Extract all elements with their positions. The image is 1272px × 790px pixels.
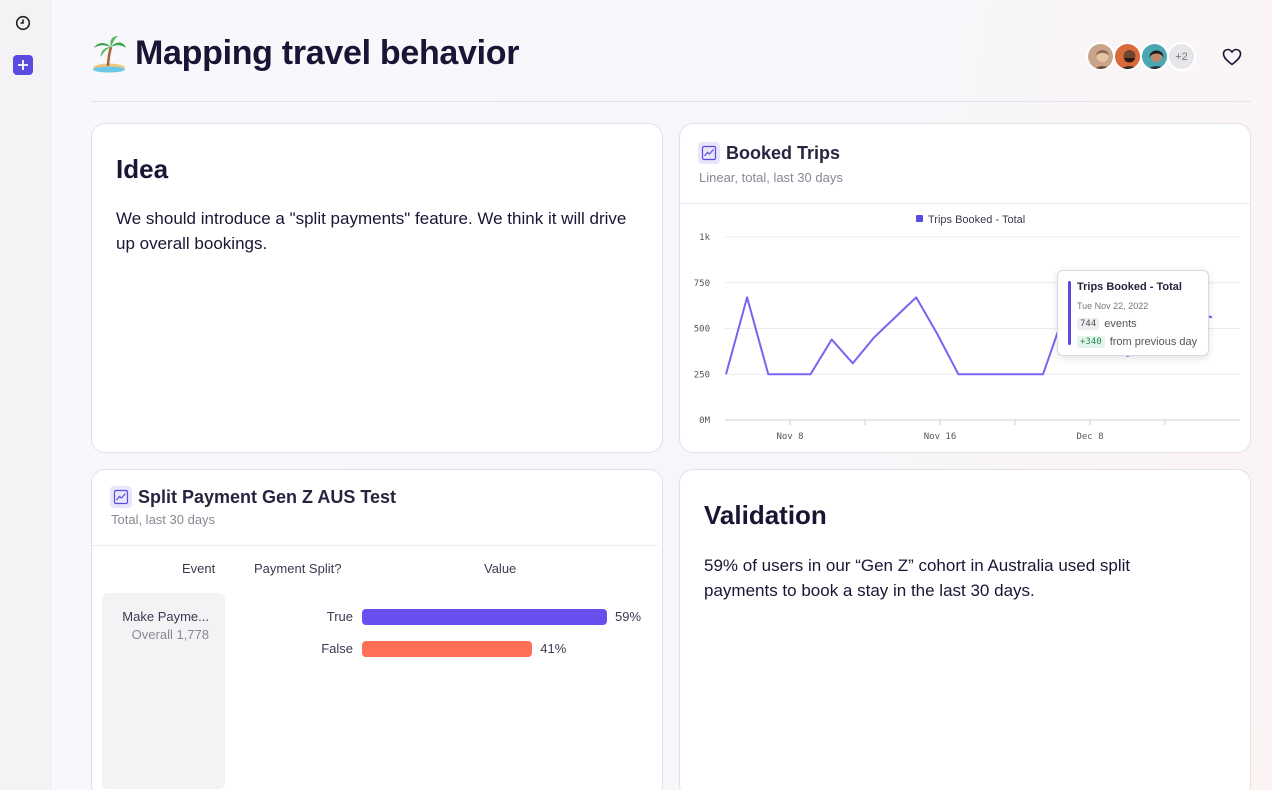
island-emoji-icon — [93, 35, 126, 72]
report-header: Booked Trips — [698, 142, 840, 164]
tooltip-delta-label: from previous day — [1109, 336, 1198, 348]
idea-heading: Idea — [116, 154, 169, 184]
y-tick-label: 1k — [699, 233, 710, 243]
idea-text: We should introduce a "split payments" f… — [116, 209, 627, 253]
idea-card: Idea We should introduce a "split paymen… — [91, 123, 663, 453]
report-header: Split Payment Gen Z AUS Test — [110, 486, 396, 508]
split-bar-true[interactable] — [362, 609, 607, 625]
line-chart-icon — [110, 486, 132, 508]
page-title: Mapping travel behavior — [135, 34, 520, 72]
event-name: Make Payme... — [122, 609, 209, 624]
more-collaborators-badge[interactable]: +2 — [1167, 42, 1196, 71]
add-icon[interactable] — [13, 55, 33, 75]
event-cell[interactable]: Make Payme... Overall 1,778 — [102, 593, 225, 789]
y-tick-label: 0M — [699, 416, 710, 426]
split-payment-card[interactable]: Split Payment Gen Z AUS Test Total, last… — [91, 469, 663, 790]
tooltip-delta-row: +340 from previous day — [1077, 336, 1197, 348]
history-icon[interactable] — [12, 12, 34, 34]
line-chart-icon — [698, 142, 720, 164]
avatar[interactable] — [1086, 42, 1115, 71]
tooltip-title: Trips Booked - Total — [1077, 281, 1182, 293]
avatar[interactable] — [1140, 42, 1169, 71]
collaborator-avatars[interactable]: +2 — [1086, 42, 1196, 71]
legend-label: Trips Booked - Total — [928, 214, 1025, 226]
split-row-label: False — [321, 641, 353, 656]
left-sidebar — [0, 0, 51, 790]
tooltip-color-bar — [1068, 281, 1071, 345]
x-tick-label: Dec 8 — [1076, 432, 1103, 442]
x-tick-label: Nov 16 — [924, 432, 957, 442]
tooltip-delta-value: +340 — [1077, 336, 1105, 348]
divider — [92, 545, 658, 546]
split-percent: 41% — [540, 641, 567, 656]
heart-icon[interactable] — [1221, 46, 1243, 68]
tooltip-events-row: 744 events — [1077, 318, 1137, 330]
trips-line-chart[interactable]: Trips Booked - Total 0M 250 500 750 1k Nov 8… — [680, 124, 1251, 453]
split-bar-false[interactable] — [362, 641, 533, 657]
legend-swatch — [916, 215, 923, 222]
y-tick-label: 500 — [694, 325, 710, 335]
chart-tooltip: Trips Booked - Total Tue Nov 22, 2022 74… — [1057, 270, 1209, 356]
booked-trips-card[interactable]: Booked Trips Linear, total, last 30 days… — [679, 123, 1251, 453]
tooltip-events-value: 744 — [1077, 318, 1100, 330]
split-row-label: True — [326, 609, 353, 624]
report-title[interactable]: Split Payment Gen Z AUS Test — [138, 486, 397, 507]
event-overall: Overall 1,778 — [131, 627, 209, 642]
report-subtitle: Total, last 30 days — [111, 512, 216, 527]
chart-legend: Trips Booked - Total — [916, 214, 1025, 226]
validation-heading: Validation — [704, 500, 827, 530]
tooltip-events-label: events — [1104, 318, 1137, 330]
column-header-value: Value — [484, 561, 517, 576]
x-tick-label: Nov 8 — [776, 432, 803, 442]
avatar[interactable] — [1113, 42, 1142, 71]
validation-text: 59% of users in our “Gen Z” cohort in Au… — [704, 556, 1131, 600]
column-header-event: Event — [182, 561, 216, 576]
validation-card: Validation 59% of users in our “Gen Z” c… — [679, 469, 1251, 790]
y-tick-label: 750 — [694, 279, 710, 289]
column-header-split: Payment Split? — [254, 561, 342, 576]
tooltip-date: Tue Nov 22, 2022 — [1077, 301, 1149, 311]
title-wrap: Mapping travel behavior — [91, 34, 519, 73]
report-title[interactable]: Booked Trips — [726, 142, 841, 163]
board-header: Mapping travel behavior +2 — [91, 30, 1251, 102]
report-subtitle: Linear, total, last 30 days — [699, 170, 843, 185]
divider — [680, 203, 1250, 204]
split-percent: 59% — [615, 609, 642, 624]
y-tick-label: 250 — [694, 370, 710, 380]
